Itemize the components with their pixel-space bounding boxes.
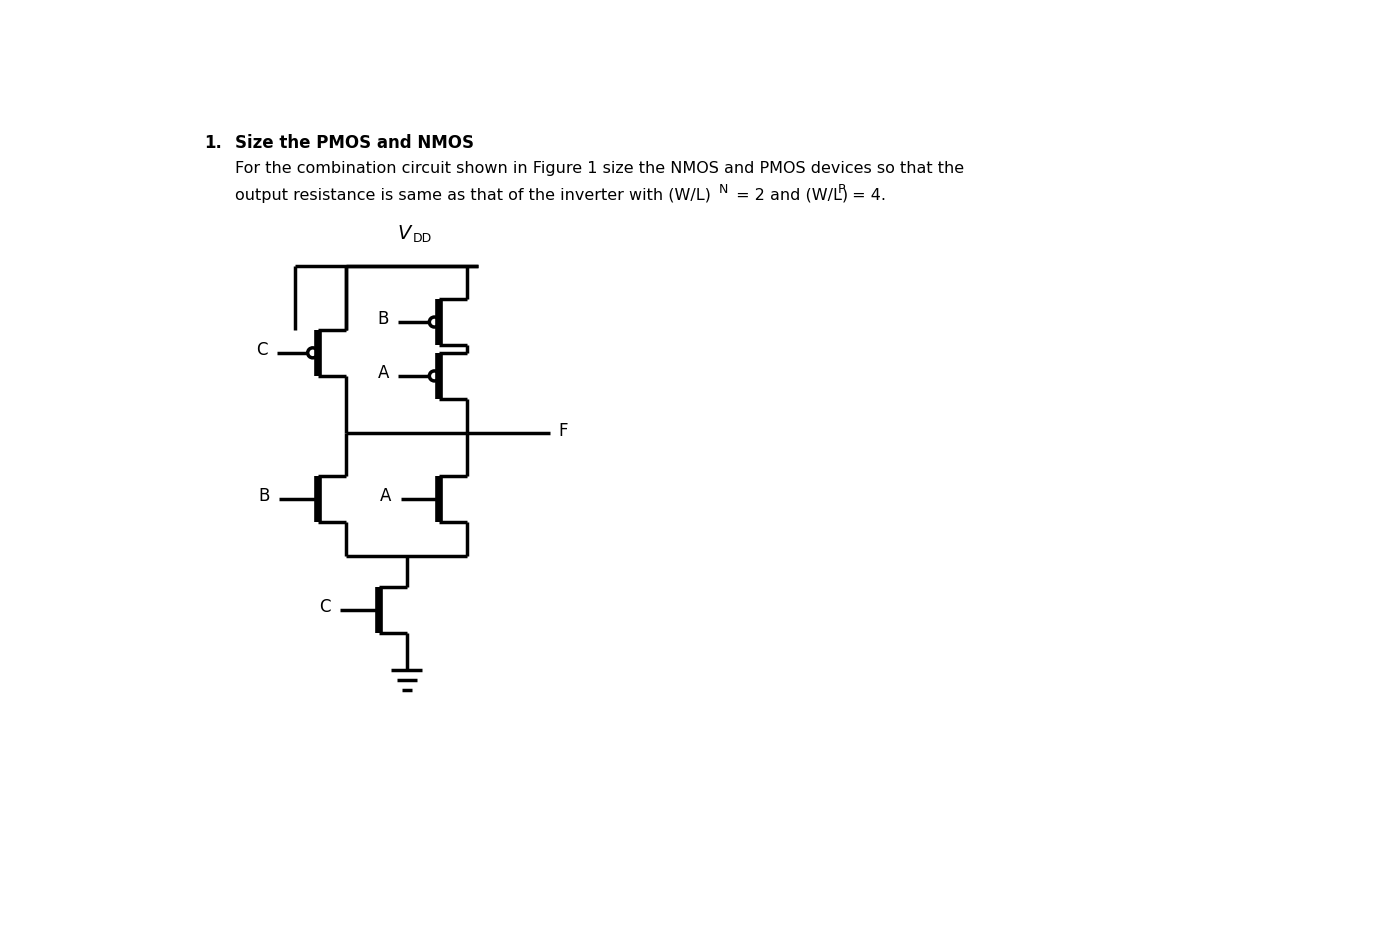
Text: C: C bbox=[319, 598, 331, 616]
Text: 1.: 1. bbox=[204, 133, 222, 151]
Text: For the combination circuit shown in Figure 1 size the NMOS and PMOS devices so : For the combination circuit shown in Fig… bbox=[234, 161, 964, 176]
Text: P: P bbox=[838, 183, 845, 196]
Text: DD: DD bbox=[413, 232, 432, 245]
Text: V: V bbox=[398, 225, 412, 243]
Text: B: B bbox=[378, 309, 389, 327]
Text: output resistance is same as that of the inverter with (W/L): output resistance is same as that of the… bbox=[234, 188, 710, 202]
Text: = 2 and (W/L): = 2 and (W/L) bbox=[731, 188, 848, 202]
Text: = 4.: = 4. bbox=[847, 188, 886, 202]
Text: B: B bbox=[258, 486, 269, 505]
Text: A: A bbox=[379, 486, 392, 505]
Text: F: F bbox=[558, 422, 568, 440]
Text: A: A bbox=[378, 364, 389, 382]
Text: N: N bbox=[718, 183, 728, 196]
Text: C: C bbox=[255, 341, 268, 359]
Text: Size the PMOS and NMOS: Size the PMOS and NMOS bbox=[234, 133, 474, 151]
